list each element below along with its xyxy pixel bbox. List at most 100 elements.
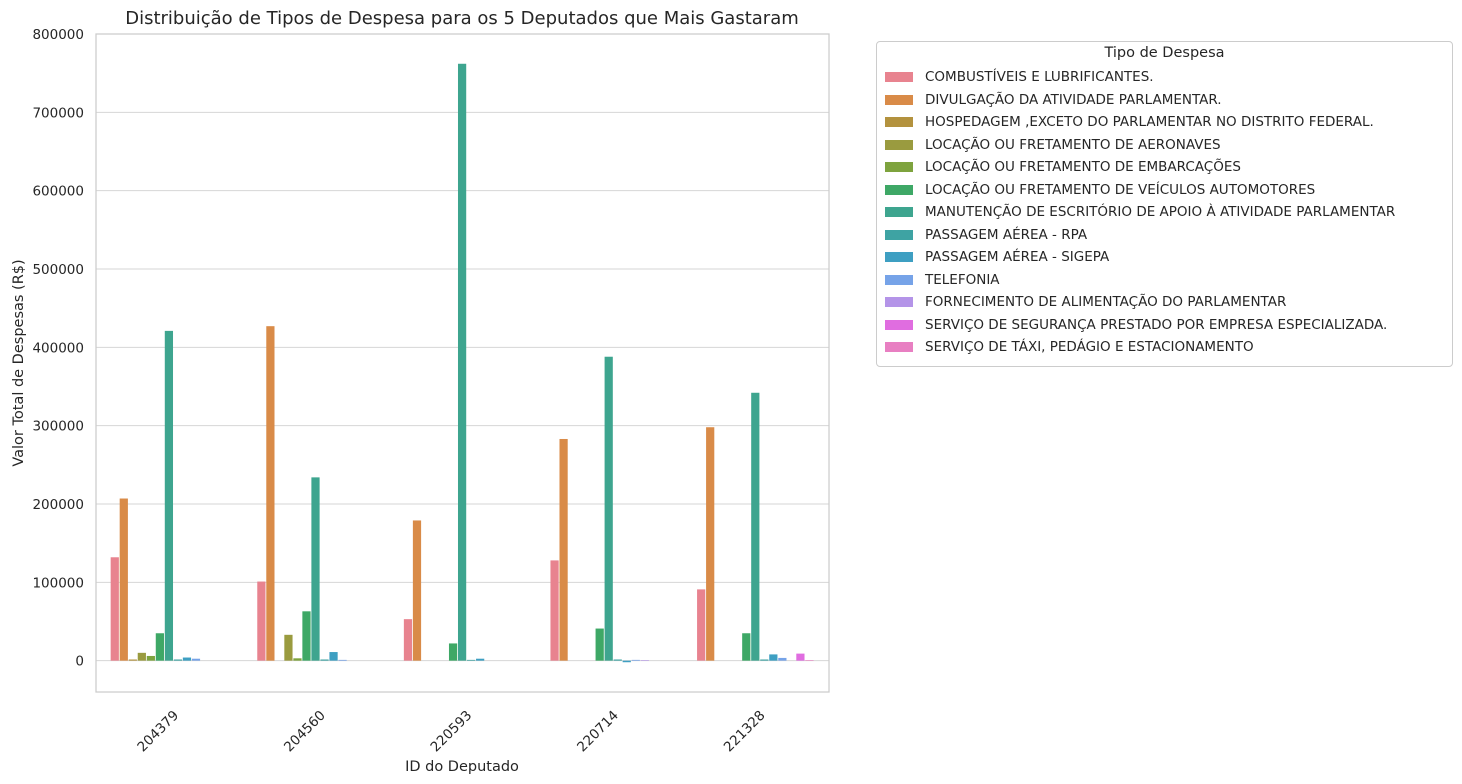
x-tick-labels: 204379 204560 220593 220714 221328	[134, 708, 768, 756]
bar	[706, 427, 715, 661]
y-tick-label: 0	[75, 654, 84, 670]
legend-swatch	[885, 184, 913, 195]
y-tick-label: 500000	[32, 262, 84, 278]
y-axis-label: Valor Total de Despesas (R$)	[11, 259, 27, 466]
y-tick-label: 600000	[32, 184, 84, 200]
legend-item: MANUTENÇÃO DE ESCRITÓRIO DE APOIO À ATIV…	[885, 203, 1395, 221]
chart-title: Distribuição de Tipos de Despesa para os…	[125, 8, 799, 29]
bar	[110, 557, 119, 661]
y-tick-label: 700000	[32, 105, 84, 121]
bar	[311, 477, 320, 661]
bars	[110, 63, 814, 663]
bar	[476, 658, 485, 661]
legend-swatch	[885, 319, 913, 330]
legend-item: SERVIÇO DE TÁXI, PEDÁGIO E ESTACIONAMENT…	[885, 338, 1254, 356]
bar	[137, 652, 146, 661]
legend-label: PASSAGEM AÉREA - RPA	[925, 226, 1088, 243]
legend-label: LOCAÇÃO OU FRETAMENTO DE VEÍCULOS AUTOMO…	[925, 181, 1316, 198]
bar	[412, 520, 422, 661]
bar	[778, 657, 787, 661]
bar	[146, 655, 155, 661]
bar	[760, 659, 769, 661]
bar	[293, 658, 302, 661]
legend-item: PASSAGEM AÉREA - RPA	[885, 226, 1087, 244]
bar	[155, 633, 164, 661]
y-tick-label: 100000	[32, 575, 84, 591]
legend-label: SERVIÇO DE TÁXI, PEDÁGIO E ESTACIONAMENT…	[925, 339, 1254, 355]
y-tick-label: 300000	[32, 419, 84, 435]
legend-label: LOCAÇÃO OU FRETAMENTO DE AERONAVES	[925, 136, 1221, 153]
legend-swatch	[885, 207, 913, 217]
x-axis-label: ID do Deputado	[405, 759, 519, 775]
bar	[559, 438, 568, 661]
y-tick-label: 800000	[32, 27, 84, 43]
legend-label: DIVULGAÇÃO DA ATIVIDADE PARLAMENTAR.	[925, 91, 1222, 108]
plot-frame	[95, 33, 830, 693]
bar	[338, 659, 347, 661]
legend-label: TELEFONIA	[925, 271, 1000, 288]
bar	[128, 659, 137, 661]
legend-swatch	[885, 252, 913, 262]
bar	[796, 653, 805, 661]
legend-swatch	[885, 297, 913, 307]
bar	[550, 560, 559, 661]
bar	[191, 658, 201, 661]
bar	[119, 498, 128, 661]
legend-item: HOSPEDAGEM ,EXCETO DO PARLAMENTAR NO DIS…	[885, 113, 1374, 131]
y-tick-label: 400000	[32, 340, 84, 356]
legend-swatch	[885, 274, 913, 285]
legend-title: Tipo de Despesa	[1104, 45, 1225, 61]
legend-item: FORNECIMENTO DE ALIMENTAÇÃO DO PARLAMENT…	[885, 293, 1286, 311]
legend-swatch	[885, 342, 913, 352]
y-tick-labels: 0 100000 200000 300000 400000 500000 600000 700…	[32, 27, 84, 670]
legend-swatch	[885, 72, 913, 82]
legend-item: SERVIÇO DE SEGURANÇA PRESTADO POR EMPRES…	[885, 316, 1387, 334]
legend-label: HOSPEDAGEM ,EXCETO DO PARLAMENTAR NO DIS…	[925, 114, 1374, 130]
legend-swatch	[885, 162, 913, 172]
legend-label: FORNECIMENTO DE ALIMENTAÇÃO DO PARLAMENT…	[925, 294, 1287, 310]
legend-item: LOCAÇÃO OU FRETAMENTO DE EMBARCAÇÕES	[885, 158, 1241, 176]
bar	[182, 657, 192, 661]
bar	[448, 643, 458, 661]
legend-item: PASSAGEM AÉREA - SIGEPA	[885, 248, 1109, 266]
bar	[640, 660, 649, 661]
legend-label: LOCAÇÃO OU FRETAMENTO DE EMBARCAÇÕES	[925, 159, 1241, 175]
legend-swatch	[885, 229, 913, 240]
bar	[595, 628, 604, 661]
legend-label: COMBUSTÍVEIS E LUBRIFICANTES.	[925, 69, 1154, 85]
bar	[697, 589, 706, 661]
bar	[805, 660, 814, 661]
bar	[613, 659, 622, 661]
bar	[173, 659, 183, 661]
bar	[622, 660, 631, 663]
bar	[751, 392, 760, 661]
bar	[284, 634, 293, 661]
bar	[257, 581, 266, 661]
bar	[467, 659, 476, 661]
x-tick-label: 221328	[721, 708, 769, 756]
bar	[302, 611, 311, 661]
legend-label: PASSAGEM AÉREA - SIGEPA	[925, 249, 1110, 265]
legend-label: SERVIÇO DE SEGURANÇA PRESTADO POR EMPRES…	[925, 316, 1388, 333]
legend: Tipo de Despesa COMBUSTÍVEIS E LUBRIFICA…	[876, 41, 1453, 367]
bar	[604, 356, 613, 661]
legend-item: LOCAÇÃO OU FRETAMENTO DE AERONAVES	[885, 136, 1221, 154]
x-tick-label: 204379	[134, 708, 182, 756]
bar	[329, 652, 338, 661]
y-tick-label: 200000	[32, 497, 84, 513]
x-tick-label: 220714	[574, 708, 622, 756]
legend-item: TELEFONIA	[885, 271, 1000, 289]
legend-item: DIVULGAÇÃO DA ATIVIDADE PARLAMENTAR.	[885, 91, 1222, 109]
legend-item: LOCAÇÃO OU FRETAMENTO DE VEÍCULOS AUTOMO…	[885, 181, 1315, 199]
legend-item: COMBUSTÍVEIS E LUBRIFICANTES.	[885, 68, 1154, 86]
x-tick-label: 204560	[281, 708, 329, 756]
bar	[403, 619, 413, 661]
bar	[266, 326, 275, 661]
legend-swatch	[885, 139, 913, 150]
legend-swatch	[885, 94, 913, 105]
bar	[164, 330, 174, 661]
bar	[457, 63, 467, 661]
legend-label: MANUTENÇÃO DE ESCRITÓRIO DE APOIO À ATIV…	[925, 204, 1396, 220]
legend-swatch	[885, 117, 913, 127]
